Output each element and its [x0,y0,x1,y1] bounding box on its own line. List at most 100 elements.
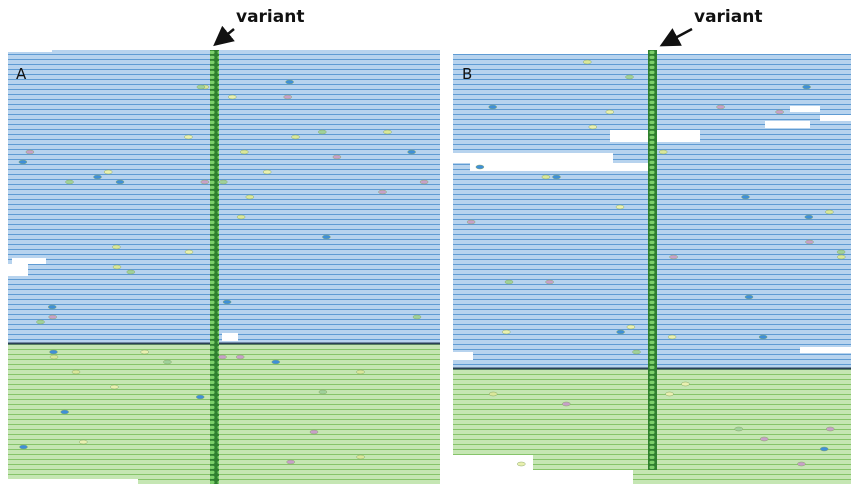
panel-label: B [462,65,472,83]
mismatch [61,410,69,414]
mismatch [820,447,828,451]
mismatch [287,460,295,464]
mismatch [666,392,674,396]
mismatch [681,382,689,386]
mismatch [489,105,497,109]
mismatch [223,300,231,304]
mismatch [219,180,227,184]
mismatch [467,220,475,224]
mismatch [384,130,392,134]
mismatch [318,130,326,134]
mismatch [668,335,676,339]
panel-a: variant A [8,7,440,484]
mismatch [197,85,205,89]
mismatch [228,95,236,99]
mismatch [659,150,667,154]
mismatch [333,155,341,159]
mismatch [237,215,245,219]
mismatch [837,255,845,259]
mismatch [284,95,292,99]
mismatch [742,195,750,199]
mismatch [110,385,118,389]
mismatch [408,150,416,154]
mismatch [357,370,365,374]
mismatch [184,135,192,139]
mismatch [413,315,421,319]
mismatch [319,390,327,394]
variant-label: variant [236,7,304,27]
mismatch [420,180,428,184]
mismatch [760,437,768,441]
mismatch [50,350,58,354]
mismatch [826,427,834,431]
mismatch [837,250,845,254]
mismatch [617,330,625,334]
mismatch [240,150,248,154]
mismatch [185,250,193,254]
variant-label: variant [694,7,762,27]
mismatch [116,180,124,184]
mismatch [583,60,591,64]
mismatch [546,280,554,284]
mismatch [141,350,149,354]
mismatch [379,190,387,194]
mismatch [246,195,254,199]
mismatch [112,245,120,249]
panel-label: A [16,65,27,83]
mismatch [20,445,28,449]
mismatch [113,265,121,269]
mismatch [670,255,678,259]
reads-alt [8,344,440,484]
mismatch [626,75,634,79]
mismatch [589,125,597,129]
mismatch [236,355,244,359]
mismatch [797,462,805,466]
mismatch [616,205,624,209]
variant-column [648,50,657,470]
mismatch [263,170,271,174]
mismatch [50,355,58,359]
mismatch [201,180,209,184]
mismatch [19,160,27,164]
mismatch [825,210,833,214]
figure: variant A variant B [0,0,851,484]
mismatch [292,135,300,139]
mismatch [37,320,45,324]
mismatch [517,462,525,466]
panel-b: variant B [453,7,851,484]
mismatch [272,360,280,364]
variant-column [210,50,219,484]
mismatch [322,235,330,239]
reads-normal [8,50,440,343]
mismatch [745,295,753,299]
mismatch [505,280,513,284]
mismatch [66,180,74,184]
mismatch [502,330,510,334]
mismatch [562,402,570,406]
mismatch [476,165,484,169]
mismatch [219,355,227,359]
mismatch [48,305,56,309]
mismatch [735,427,743,431]
mismatch [489,392,497,396]
mismatch [163,360,171,364]
mismatch [104,170,112,174]
mismatch [79,440,87,444]
mismatch [627,325,635,329]
mismatch [717,105,725,109]
mismatch [806,240,814,244]
mismatch [49,315,57,319]
mismatch [196,395,204,399]
mismatch [542,175,550,179]
mismatch [803,85,811,89]
mismatch [633,350,641,354]
mismatch [286,80,294,84]
mismatch [805,215,813,219]
mismatch [553,175,561,179]
mismatch [72,370,80,374]
mismatch [606,110,614,114]
mismatch [357,455,365,459]
mismatch [310,430,318,434]
mismatch [127,270,135,274]
mismatch [759,335,767,339]
